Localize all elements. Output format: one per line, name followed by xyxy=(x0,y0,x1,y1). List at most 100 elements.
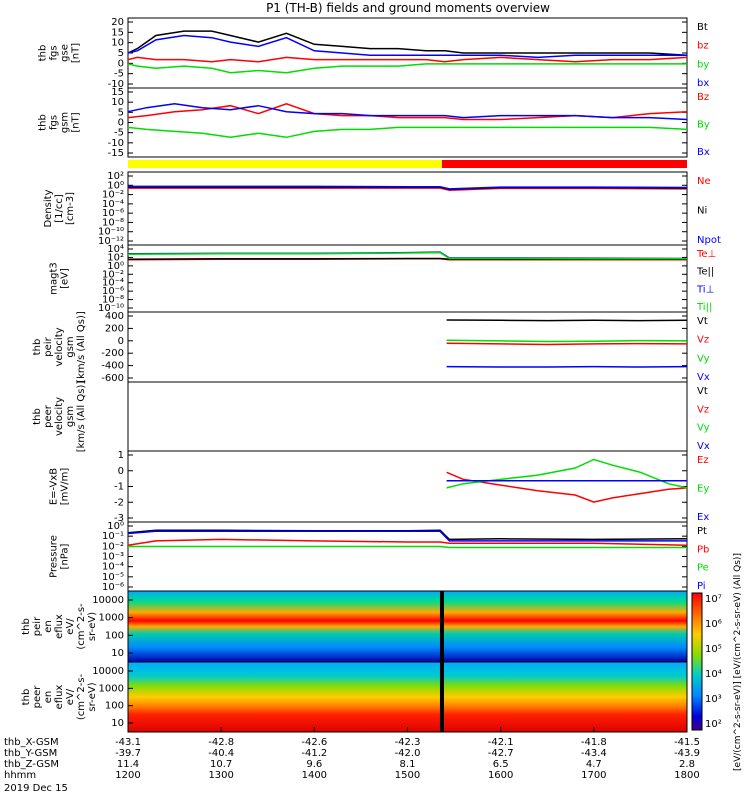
y-axis-label: peir xyxy=(43,336,54,356)
panel-frame xyxy=(127,521,688,592)
ephem-row-label: thb_Z-GSM xyxy=(4,759,59,770)
series-line-Ne xyxy=(128,187,688,192)
ephem-value: -42.3 xyxy=(395,737,421,748)
y-tick-label: 1000 xyxy=(99,613,124,624)
y-tick-label: -15 xyxy=(108,148,124,159)
series-line-Ey xyxy=(446,458,688,489)
ephem-row-label: thb_X-GSM xyxy=(4,737,59,748)
series-line-Bt xyxy=(127,30,688,56)
legend-Te⊥: Te⊥ xyxy=(696,249,716,260)
ephem-value: 9.6 xyxy=(306,759,322,770)
y-axis-label: gsm xyxy=(65,406,76,427)
y-axis-label: gse xyxy=(60,44,71,62)
series-line-bx xyxy=(127,34,687,59)
y-axis-label: gsm xyxy=(60,112,71,133)
colorbar-tick-label: 10⁶ xyxy=(705,619,722,630)
y-tick-label: 10 xyxy=(111,97,124,108)
ephem-value: -41.5 xyxy=(674,737,700,748)
y-tick-label: -5 xyxy=(114,69,124,80)
y-axis-label: magt3 xyxy=(49,262,60,295)
ephem-value: 1300 xyxy=(208,770,233,781)
ephem-value: 1800 xyxy=(674,770,699,781)
y-tick-label: -2 xyxy=(114,497,124,508)
legend-Ti||: Ti|| xyxy=(696,302,712,313)
y-tick-label: 10⁻⁴ xyxy=(102,278,124,289)
ephem-value: -42.0 xyxy=(395,748,421,759)
spectrogram-image xyxy=(128,662,687,732)
y-axis-label: [eV] xyxy=(60,268,71,289)
legend-Vy: Vy xyxy=(697,423,710,434)
legend-Pt: Pt xyxy=(697,526,707,537)
y-tick-label: -3 xyxy=(114,513,124,524)
y-axis-label: thb xyxy=(21,618,32,635)
ephem-row-label: hhmm xyxy=(4,770,36,781)
y-tick-label: 0 xyxy=(118,58,124,69)
panel-frame xyxy=(127,244,688,313)
legend-Pe: Pe xyxy=(697,563,709,574)
series-line-Pb xyxy=(127,538,688,546)
ephem-value: 6.5 xyxy=(493,759,509,770)
legend-Ti⊥: Ti⊥ xyxy=(696,284,714,295)
y-tick-label: -200 xyxy=(101,348,124,359)
y-axis-label: sr-eV) xyxy=(87,612,98,641)
y-axis-label: [cm-3] xyxy=(65,192,76,225)
y-axis-label: peer xyxy=(43,404,54,428)
y-tick-label: 10⁻⁵ xyxy=(102,572,124,583)
ephem-value: 2.8 xyxy=(679,759,695,770)
y-tick-label: 10⁴ xyxy=(107,244,124,255)
y-tick-label: 0 xyxy=(118,336,124,347)
y-tick-label: 10⁻⁶ xyxy=(102,582,124,593)
series-line-Pi xyxy=(127,530,687,542)
legend-Npot: Npot xyxy=(697,235,721,246)
y-tick-label: 10000 xyxy=(92,666,124,677)
mode-bar-fast xyxy=(441,160,687,168)
ephem-value: -42.6 xyxy=(301,737,327,748)
y-axis-label: fgs xyxy=(49,45,60,60)
y-tick-label: 10⁻⁸ xyxy=(102,217,124,228)
colorbar-label: [eV/(cm^2-s-sr-eV)] [eV/(cm^2-s-sr-eV) (… xyxy=(733,553,743,771)
y-tick-label: 10⁻⁸ xyxy=(102,295,124,306)
y-tick-label: 10⁻⁶ xyxy=(102,286,124,297)
series-line-Vz xyxy=(446,342,688,346)
legend-by: by xyxy=(697,59,709,70)
y-tick-label: 5 xyxy=(118,107,124,118)
y-axis-label: [mV/m] xyxy=(60,468,71,506)
legend-Vt: Vt xyxy=(697,316,708,327)
series-line-bz xyxy=(127,56,688,63)
y-tick-label: 10⁻¹⁰ xyxy=(98,303,124,314)
y-tick-label: 10² xyxy=(107,171,124,182)
legend-By: By xyxy=(697,120,710,131)
series-line-By xyxy=(127,126,688,139)
legend-Bz: Bz xyxy=(697,92,709,103)
y-tick-label: 10⁰ xyxy=(107,261,124,272)
colorbar xyxy=(691,592,703,731)
y-tick-label: 10⁻² xyxy=(102,269,124,280)
y-axis-label: thb xyxy=(32,339,43,356)
panel-frame xyxy=(127,381,688,452)
y-axis-label: eV/ xyxy=(65,688,76,705)
ephem-value: -41.2 xyxy=(301,748,327,759)
legend-Ez: Ez xyxy=(697,455,709,466)
series-line-by xyxy=(127,63,687,74)
y-tick-label: 10 xyxy=(111,718,124,729)
y-axis-label: sr-eV) xyxy=(87,682,98,711)
y-axis-label: [nPa] xyxy=(60,543,71,569)
y-tick-label: 200 xyxy=(105,323,124,334)
y-axis-label: [1/cc] xyxy=(54,194,65,223)
figure-title: P1 (TH-B) fields and ground moments over… xyxy=(266,1,550,15)
y-axis-label: eV/ xyxy=(65,618,76,635)
y-axis-label: [nT] xyxy=(71,43,82,63)
legend-Ne: Ne xyxy=(697,176,711,187)
legend-Vt: Vt xyxy=(697,386,708,397)
series-line-Npot xyxy=(128,185,688,190)
series-line-Vy xyxy=(446,339,688,343)
y-tick-label: 1000 xyxy=(99,683,124,694)
y-axis-label: Density xyxy=(43,189,54,227)
y-tick-label: 10⁻⁴ xyxy=(102,562,124,573)
y-axis-label: thb xyxy=(21,689,32,706)
ephem-value: 1400 xyxy=(302,770,327,781)
y-tick-label: 10⁻¹⁰ xyxy=(98,227,124,238)
y-tick-label: 15 xyxy=(111,87,124,98)
legend-Te||: Te|| xyxy=(696,267,714,278)
